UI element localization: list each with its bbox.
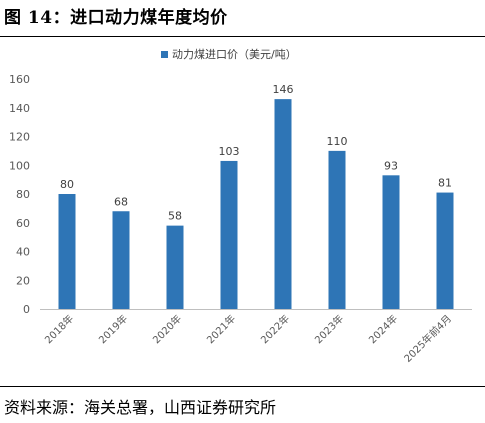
bar — [166, 225, 184, 309]
bar — [328, 150, 346, 309]
x-tick-label: 2018年 — [42, 312, 76, 346]
chart-legend: 动力煤进口价（美元/吨） — [161, 46, 297, 62]
title-divider — [0, 36, 485, 37]
x-tick-label: 2021年 — [204, 312, 238, 346]
bar-data-label: 81 — [438, 177, 452, 190]
bar — [274, 99, 292, 309]
y-tick-label: 140 — [9, 102, 30, 115]
y-tick-label: 60 — [16, 217, 30, 230]
bar-data-labels: 80 68 58 103 146 110 93 81 — [60, 83, 452, 223]
bar-data-label: 103 — [219, 145, 240, 158]
bar — [220, 160, 238, 309]
y-tick-label: 20 — [16, 274, 30, 287]
bar — [58, 194, 76, 309]
x-tick-label: 2022年 — [258, 312, 292, 346]
bar — [382, 175, 400, 309]
bars — [58, 99, 454, 309]
x-tick-label: 2024年 — [366, 312, 400, 346]
y-tick-label: 100 — [9, 159, 30, 172]
figure-title: 图 14：进口动力煤年度均价 — [4, 8, 228, 28]
bar — [436, 192, 454, 309]
bar — [112, 211, 130, 309]
bar-data-label: 58 — [168, 210, 182, 223]
bar-data-label: 146 — [273, 83, 294, 96]
x-tick-label: 2023年 — [312, 312, 346, 346]
x-axis-tick-labels: 2018年 2019年 2020年 2021年 2022年 2023年 2024年 2025年… — [42, 312, 454, 365]
y-tick-label: 0 — [23, 303, 30, 316]
source-divider — [0, 386, 485, 387]
legend-label: 动力煤进口价（美元/吨） — [172, 48, 297, 61]
y-tick-label: 40 — [16, 246, 30, 259]
source-note: 资料来源：海关总署，山西证券研究所 — [4, 398, 277, 417]
legend-swatch — [161, 50, 168, 58]
x-tick-label: 2019年 — [96, 312, 130, 346]
y-tick-label: 80 — [16, 188, 30, 201]
bar-data-label: 93 — [384, 159, 398, 172]
bar-data-label: 68 — [114, 195, 128, 208]
bar-data-label: 80 — [60, 178, 74, 191]
y-tick-label: 120 — [9, 131, 30, 144]
x-tick-label: 2025年前4月 — [401, 312, 454, 365]
bar-data-label: 110 — [327, 135, 348, 148]
y-tick-label: 160 — [9, 73, 30, 86]
y-axis-tick-labels: 0 20 40 60 80 100 120 140 160 — [9, 73, 30, 316]
x-tick-label: 2020年 — [150, 312, 184, 346]
